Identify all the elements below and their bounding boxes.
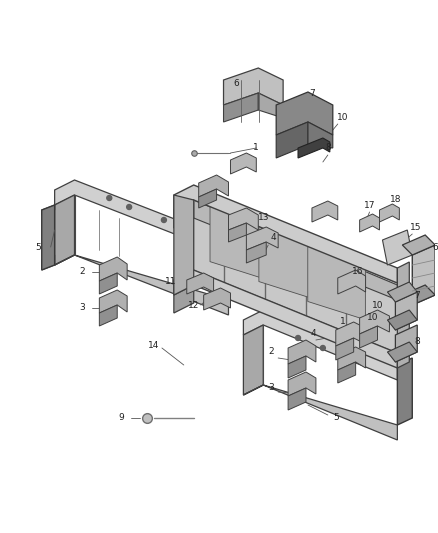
Polygon shape — [229, 208, 258, 230]
Polygon shape — [360, 310, 389, 334]
Text: 8: 8 — [325, 143, 331, 152]
Polygon shape — [174, 185, 397, 283]
Text: 4: 4 — [270, 233, 276, 243]
Text: 17: 17 — [364, 200, 375, 209]
Text: 15: 15 — [410, 223, 421, 232]
Polygon shape — [288, 356, 306, 378]
Text: 8: 8 — [414, 337, 420, 346]
Polygon shape — [199, 189, 216, 208]
Polygon shape — [187, 273, 214, 294]
Polygon shape — [99, 305, 117, 326]
Text: 2: 2 — [80, 268, 85, 277]
Circle shape — [296, 335, 300, 341]
Polygon shape — [382, 230, 412, 265]
Polygon shape — [360, 214, 379, 232]
Polygon shape — [276, 92, 333, 135]
Circle shape — [181, 225, 186, 230]
Polygon shape — [174, 270, 397, 368]
Text: 5: 5 — [35, 243, 41, 252]
Text: 10: 10 — [367, 313, 378, 322]
Polygon shape — [244, 385, 397, 440]
Text: 6: 6 — [432, 244, 438, 253]
Circle shape — [127, 205, 132, 209]
Polygon shape — [258, 93, 283, 118]
Polygon shape — [223, 68, 283, 105]
Polygon shape — [223, 93, 258, 122]
Polygon shape — [174, 200, 397, 300]
Polygon shape — [403, 285, 435, 305]
Polygon shape — [298, 138, 330, 158]
Polygon shape — [210, 207, 268, 280]
Polygon shape — [397, 262, 409, 368]
Polygon shape — [288, 340, 316, 364]
Polygon shape — [308, 122, 333, 148]
Polygon shape — [246, 242, 266, 263]
Text: 7: 7 — [309, 88, 315, 98]
Polygon shape — [246, 227, 278, 250]
Polygon shape — [199, 175, 229, 197]
Polygon shape — [338, 270, 366, 294]
Polygon shape — [388, 310, 417, 330]
Polygon shape — [42, 255, 55, 270]
Text: 1: 1 — [254, 143, 259, 152]
Text: 6: 6 — [233, 78, 239, 87]
Text: 1: 1 — [340, 318, 346, 327]
Text: 4: 4 — [310, 328, 316, 337]
Polygon shape — [42, 205, 55, 270]
Polygon shape — [174, 195, 194, 295]
Polygon shape — [412, 245, 435, 305]
Polygon shape — [338, 347, 366, 370]
Text: 10: 10 — [372, 301, 383, 310]
Polygon shape — [397, 358, 412, 425]
Polygon shape — [229, 223, 246, 242]
Polygon shape — [336, 338, 353, 360]
Text: 13: 13 — [258, 214, 269, 222]
Text: 7: 7 — [414, 290, 420, 300]
Polygon shape — [312, 201, 338, 222]
Text: 3: 3 — [80, 303, 85, 312]
Text: 12: 12 — [188, 301, 199, 310]
Text: 10: 10 — [337, 114, 349, 123]
Text: 5: 5 — [333, 414, 339, 423]
Polygon shape — [99, 273, 117, 294]
Polygon shape — [360, 326, 378, 348]
Polygon shape — [174, 285, 194, 313]
Circle shape — [320, 345, 325, 351]
Polygon shape — [244, 310, 397, 380]
Polygon shape — [396, 292, 417, 330]
Polygon shape — [55, 195, 74, 265]
Polygon shape — [308, 246, 365, 320]
Text: 16: 16 — [352, 268, 364, 277]
Polygon shape — [99, 257, 127, 281]
Polygon shape — [388, 342, 417, 362]
Text: 3: 3 — [268, 384, 274, 392]
Text: 9: 9 — [118, 414, 124, 423]
Polygon shape — [288, 388, 306, 410]
Polygon shape — [55, 180, 229, 255]
Text: 14: 14 — [148, 341, 160, 350]
Polygon shape — [379, 204, 399, 222]
Polygon shape — [194, 200, 397, 353]
Polygon shape — [244, 325, 263, 395]
Polygon shape — [230, 153, 256, 174]
Polygon shape — [276, 122, 308, 158]
Polygon shape — [403, 235, 435, 255]
Polygon shape — [338, 362, 356, 383]
Polygon shape — [42, 205, 55, 215]
Polygon shape — [55, 255, 229, 315]
Polygon shape — [336, 322, 366, 346]
Polygon shape — [388, 282, 417, 302]
Polygon shape — [396, 325, 417, 362]
Polygon shape — [204, 288, 230, 310]
Circle shape — [162, 217, 166, 222]
Polygon shape — [99, 290, 127, 313]
Text: 2: 2 — [268, 348, 274, 357]
Text: 11: 11 — [165, 278, 177, 287]
Text: 18: 18 — [390, 196, 401, 205]
Circle shape — [350, 358, 355, 362]
Polygon shape — [174, 200, 194, 228]
Polygon shape — [259, 227, 317, 300]
Polygon shape — [288, 372, 316, 396]
Circle shape — [107, 196, 112, 200]
